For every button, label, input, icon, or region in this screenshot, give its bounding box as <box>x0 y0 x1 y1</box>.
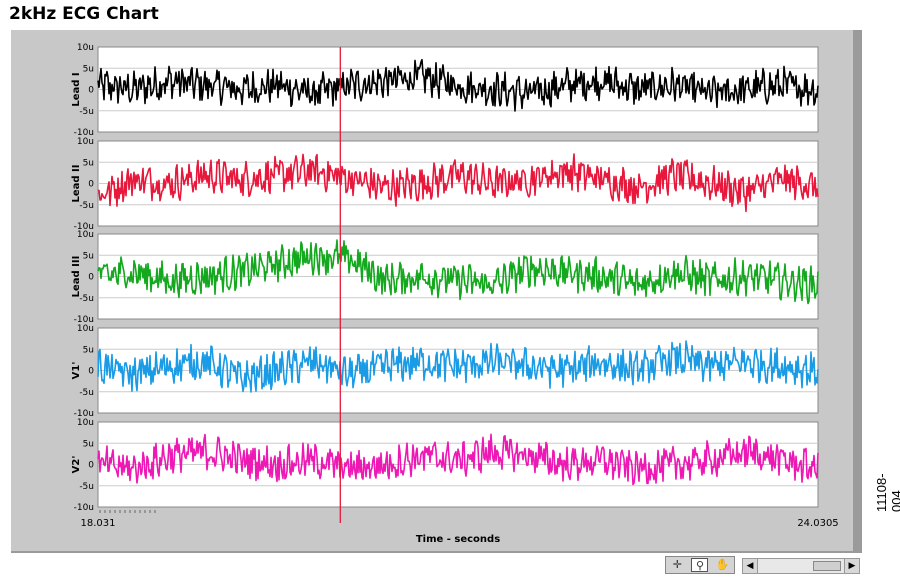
y-tick-label: -10u <box>74 315 94 325</box>
series-line <box>97 340 819 393</box>
y-tick-label: 5u <box>83 251 94 261</box>
scroll-left-icon[interactable]: ◀ <box>743 559 758 573</box>
y-tick-label: -10u <box>74 503 94 513</box>
y-tick-label: 10u <box>77 418 94 428</box>
series-line <box>97 239 819 305</box>
crosshair-icon[interactable]: ✛ <box>672 558 682 571</box>
series-label: V2' <box>71 456 82 474</box>
x-tick-label: 24.0305 <box>797 518 838 529</box>
y-tick-label: 0 <box>88 461 94 471</box>
pan-hand-icon[interactable]: ✋ <box>715 558 730 571</box>
y-tick-label: -5u <box>79 107 94 117</box>
y-tick-label: -10u <box>74 409 94 419</box>
panel-2: 10u 5u 0 -5u -10u Lead II <box>71 137 819 232</box>
y-tick-label: 5u <box>83 439 94 449</box>
series-line <box>97 58 819 112</box>
series-line <box>97 433 819 486</box>
y-tick-label: 10u <box>77 137 94 147</box>
y-tick-label: 10u <box>77 324 94 334</box>
panel-1: 10u 5u 0 -5u -10u Lead I <box>71 43 819 138</box>
y-tick-label: -10u <box>74 222 94 232</box>
y-tick-label: 10u <box>77 43 94 53</box>
y-tick-label: 10u <box>77 230 94 240</box>
series-label: Lead I <box>71 72 82 106</box>
y-tick-label: 0 <box>88 86 94 96</box>
scroll-right-icon[interactable]: ▶ <box>844 559 859 573</box>
y-tick-label: -5u <box>79 201 94 211</box>
y-tick-label: 0 <box>88 180 94 190</box>
series-line <box>97 153 819 213</box>
y-tick-label: -5u <box>79 388 94 398</box>
x-axis-label: Time - seconds <box>416 534 500 545</box>
panel-4: 10u 5u 0 -5u -10u V1' <box>71 324 819 419</box>
y-tick-label: -5u <box>79 482 94 492</box>
y-tick-label: 5u <box>83 64 94 74</box>
chart-title: 2kHz ECG Chart <box>9 4 159 24</box>
y-tick-label: 5u <box>83 158 94 168</box>
panel-3: 10u 5u 0 -5u -10u Lead III <box>71 230 819 325</box>
series-label: Lead III <box>71 256 82 298</box>
y-tick-label: 5u <box>83 345 94 355</box>
x-tick-label: 18.031 <box>81 518 116 529</box>
y-tick-label: -5u <box>79 294 94 304</box>
graph-palette: ✛ ⚲ ✋ <box>665 556 735 574</box>
series-label: Lead II <box>71 165 82 203</box>
zoom-icon[interactable]: ⚲ <box>691 558 709 572</box>
figure-number: 11108-004 <box>874 473 900 512</box>
horizontal-scrollbar[interactable]: ◀ ▶ <box>742 558 860 574</box>
scrollbar-thumb[interactable] <box>813 561 841 571</box>
y-tick-label: 0 <box>88 367 94 377</box>
x-axis: 18.031 24.0305 Time - seconds <box>81 510 839 545</box>
y-tick-label: -10u <box>74 128 94 138</box>
panel-5: 10u 5u 0 -5u -10u V2' <box>71 418 819 513</box>
series-label: V1' <box>71 362 82 380</box>
y-tick-label: 0 <box>88 273 94 283</box>
